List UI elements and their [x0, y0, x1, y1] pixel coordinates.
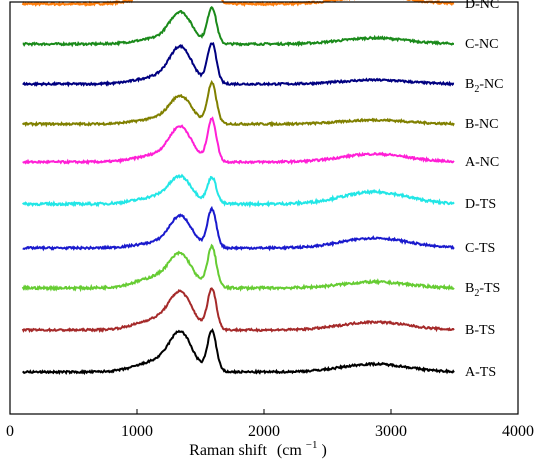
series-label-name: A-NC [465, 155, 499, 170]
series-label-name: B-NC [465, 117, 498, 132]
series-label: A-TS [465, 365, 496, 380]
series-line [21, 287, 455, 333]
series-label: B2-NC [465, 77, 503, 95]
series-label: B-NC [465, 117, 498, 132]
series-label-name: D-TS [465, 197, 496, 212]
series-line [22, 327, 455, 376]
x-axis-title-text: Raman shift [189, 442, 267, 459]
series-line [21, 79, 455, 128]
x-axis-unit-sup: −1 [306, 439, 318, 451]
plot-frame [9, 1, 519, 415]
series-labels: D-NCC-NCB2-NCB-NCA-NCD-TSC-TSB2-TSB-TSA-… [465, 0, 503, 380]
series-label-name: D-NC [465, 0, 499, 12]
series-label-name: A-TS [465, 365, 496, 380]
series-line [21, 173, 455, 209]
x-tick-label: 3000 [375, 423, 407, 440]
series-label: A-NC [465, 155, 499, 170]
series-label: C-TS [465, 241, 495, 256]
series-line [22, 42, 455, 88]
series-line [21, 0, 455, 8]
series-label-tail: -NC [479, 77, 503, 92]
x-tick-label: 1000 [121, 423, 153, 440]
series-label: D-NC [465, 0, 499, 12]
x-axis-unit-base: (cm [277, 442, 302, 459]
series-label: B2-TS [465, 281, 500, 299]
series-label-name: B-TS [465, 323, 495, 338]
series-label-name: C-NC [465, 37, 498, 52]
x-tick-label: 0 [6, 423, 14, 440]
curves-layer [21, 0, 455, 376]
series-label: B-TS [465, 323, 495, 338]
series-line [22, 205, 455, 252]
x-axis-title: Raman shift (cm −1 ) [189, 435, 327, 459]
series-label-subscript: 2 [474, 84, 479, 95]
series-label-name: B [465, 281, 474, 296]
series-line [22, 116, 455, 166]
series-label: D-TS [465, 197, 496, 212]
series-label-tail: -TS [479, 281, 500, 296]
series-label-name: C-TS [465, 241, 495, 256]
series-label: C-NC [465, 37, 498, 52]
series-line [22, 5, 454, 48]
x-axis-ticks: 0 1000 2000 3000 4000 [6, 409, 534, 440]
series-line [21, 243, 455, 293]
series-label-subscript: 2 [474, 288, 479, 299]
x-tick-label: 4000 [502, 423, 534, 440]
x-tick-label: 2000 [248, 423, 280, 440]
series-label-name: B [465, 77, 474, 92]
x-axis-unit-close: ) [322, 442, 327, 459]
